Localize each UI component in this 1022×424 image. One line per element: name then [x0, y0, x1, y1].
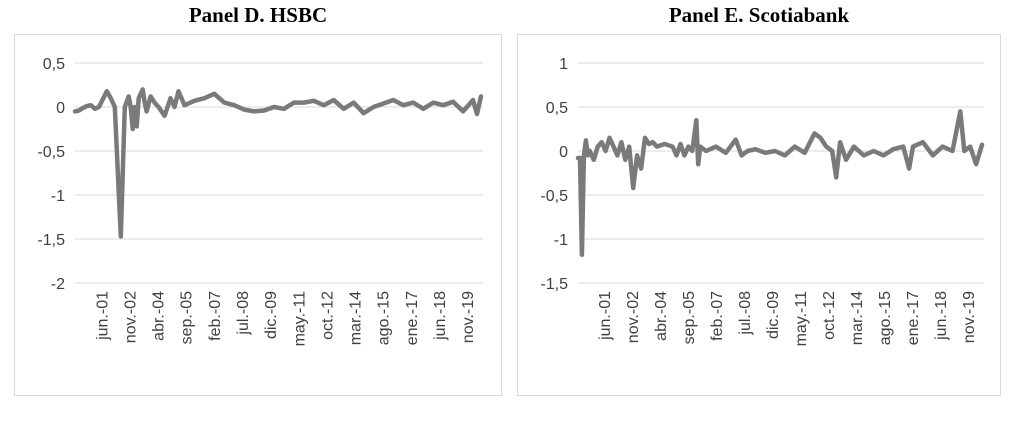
panel-e-xtick-label: sep.-05 — [681, 291, 698, 344]
panel-e-xtick-label: feb.-07 — [709, 291, 726, 341]
panel-e-ytick-label: -1,5 — [540, 276, 568, 293]
panel-d-xtick-label: ene.-17 — [404, 291, 421, 345]
panel-d-xtick-label: mar.-14 — [348, 291, 365, 345]
panel-d-xtick-label: ago.-15 — [376, 291, 393, 345]
panel-e-ytick-label: 0 — [559, 144, 568, 161]
panel-e-ytick-label: 0,5 — [546, 100, 568, 117]
panel-d-xtick-label: dic.-09 — [263, 291, 280, 339]
panel-d-xtick-label: nov.-02 — [122, 291, 139, 343]
panel-d-ytick-label: -2 — [51, 276, 65, 293]
panel-e-xtick-label: nov.-02 — [625, 291, 642, 343]
panel-d-chart: 0,5 0 -0,5 -1 -1,5 -2 jun.-01 nov.-02 abr.-04 sep… — [14, 34, 502, 396]
panel-d-ytick-label: -1 — [51, 188, 65, 205]
panel-d-xtick-label: jun.-18 — [432, 291, 449, 341]
panel-e-xtick-label: abr.-04 — [653, 291, 670, 341]
panel-d-xtick-label: may.-11 — [291, 291, 308, 347]
panel-e-ytick-label: 1 — [559, 56, 568, 73]
panel-e-chart: 1 0,5 0 -0,5 -1 -1,5 jun.-01 nov.-02 abr.-04 sep.… — [517, 34, 1001, 396]
panel-e-title: Panel E. Scotiabank — [668, 3, 850, 27]
panel-d-title: Panel D. HSBC — [188, 3, 328, 27]
panel-e-xtick-label: jun.-01 — [597, 291, 614, 341]
panel-d-xtick-label: sep.-05 — [179, 291, 196, 344]
panel-e-xtick-label: jun.-18 — [933, 291, 950, 341]
panel-e-series-line — [575, 109, 985, 258]
panel-d-ytick-label: 0,5 — [43, 56, 65, 73]
panel-d-xtick-label: oct.-12 — [319, 291, 336, 340]
panel-d-ytick-label: -0,5 — [37, 144, 65, 161]
panel-e-xtick-label: jul.-08 — [737, 291, 754, 336]
panel-d-xtick-label: jun.-01 — [94, 291, 111, 341]
panel-e-xtick-label: nov.-19 — [961, 291, 978, 343]
panel-e-xtick-label: mar.-14 — [849, 291, 866, 345]
panel-d-ytick-label: 0 — [56, 100, 65, 117]
panel-d-ytick-label: -1,5 — [37, 232, 65, 249]
panel-e-xtick-label: ene.-17 — [905, 291, 922, 345]
panel-e-xtick-label: may.-11 — [793, 291, 810, 347]
panel-e-xtick-label: oct.-12 — [821, 291, 838, 340]
panel-e-xtick-label: dic.-09 — [765, 291, 782, 339]
panel-e-plot: 1 0,5 0 -0,5 -1 -1,5 jun.-01 nov.-02 abr.-04 sep.… — [540, 56, 985, 347]
panel-d-xtick-label: jul.-08 — [235, 291, 252, 336]
panel-e-ytick-label: -1 — [554, 232, 568, 249]
panel-d-xtick-label: nov.-19 — [460, 291, 477, 343]
panel-e-xtick-label: ago.-15 — [877, 291, 894, 345]
panel-d-xtick-label: abr.-04 — [151, 291, 168, 341]
panel-d-xtick-label: feb.-07 — [207, 291, 224, 341]
panel-d-series-line — [72, 87, 484, 239]
panel-e-ytick-label: -0,5 — [540, 188, 568, 205]
panel-d-plot: 0,5 0 -0,5 -1 -1,5 -2 jun.-01 nov.-02 abr.-04 sep… — [37, 56, 484, 347]
